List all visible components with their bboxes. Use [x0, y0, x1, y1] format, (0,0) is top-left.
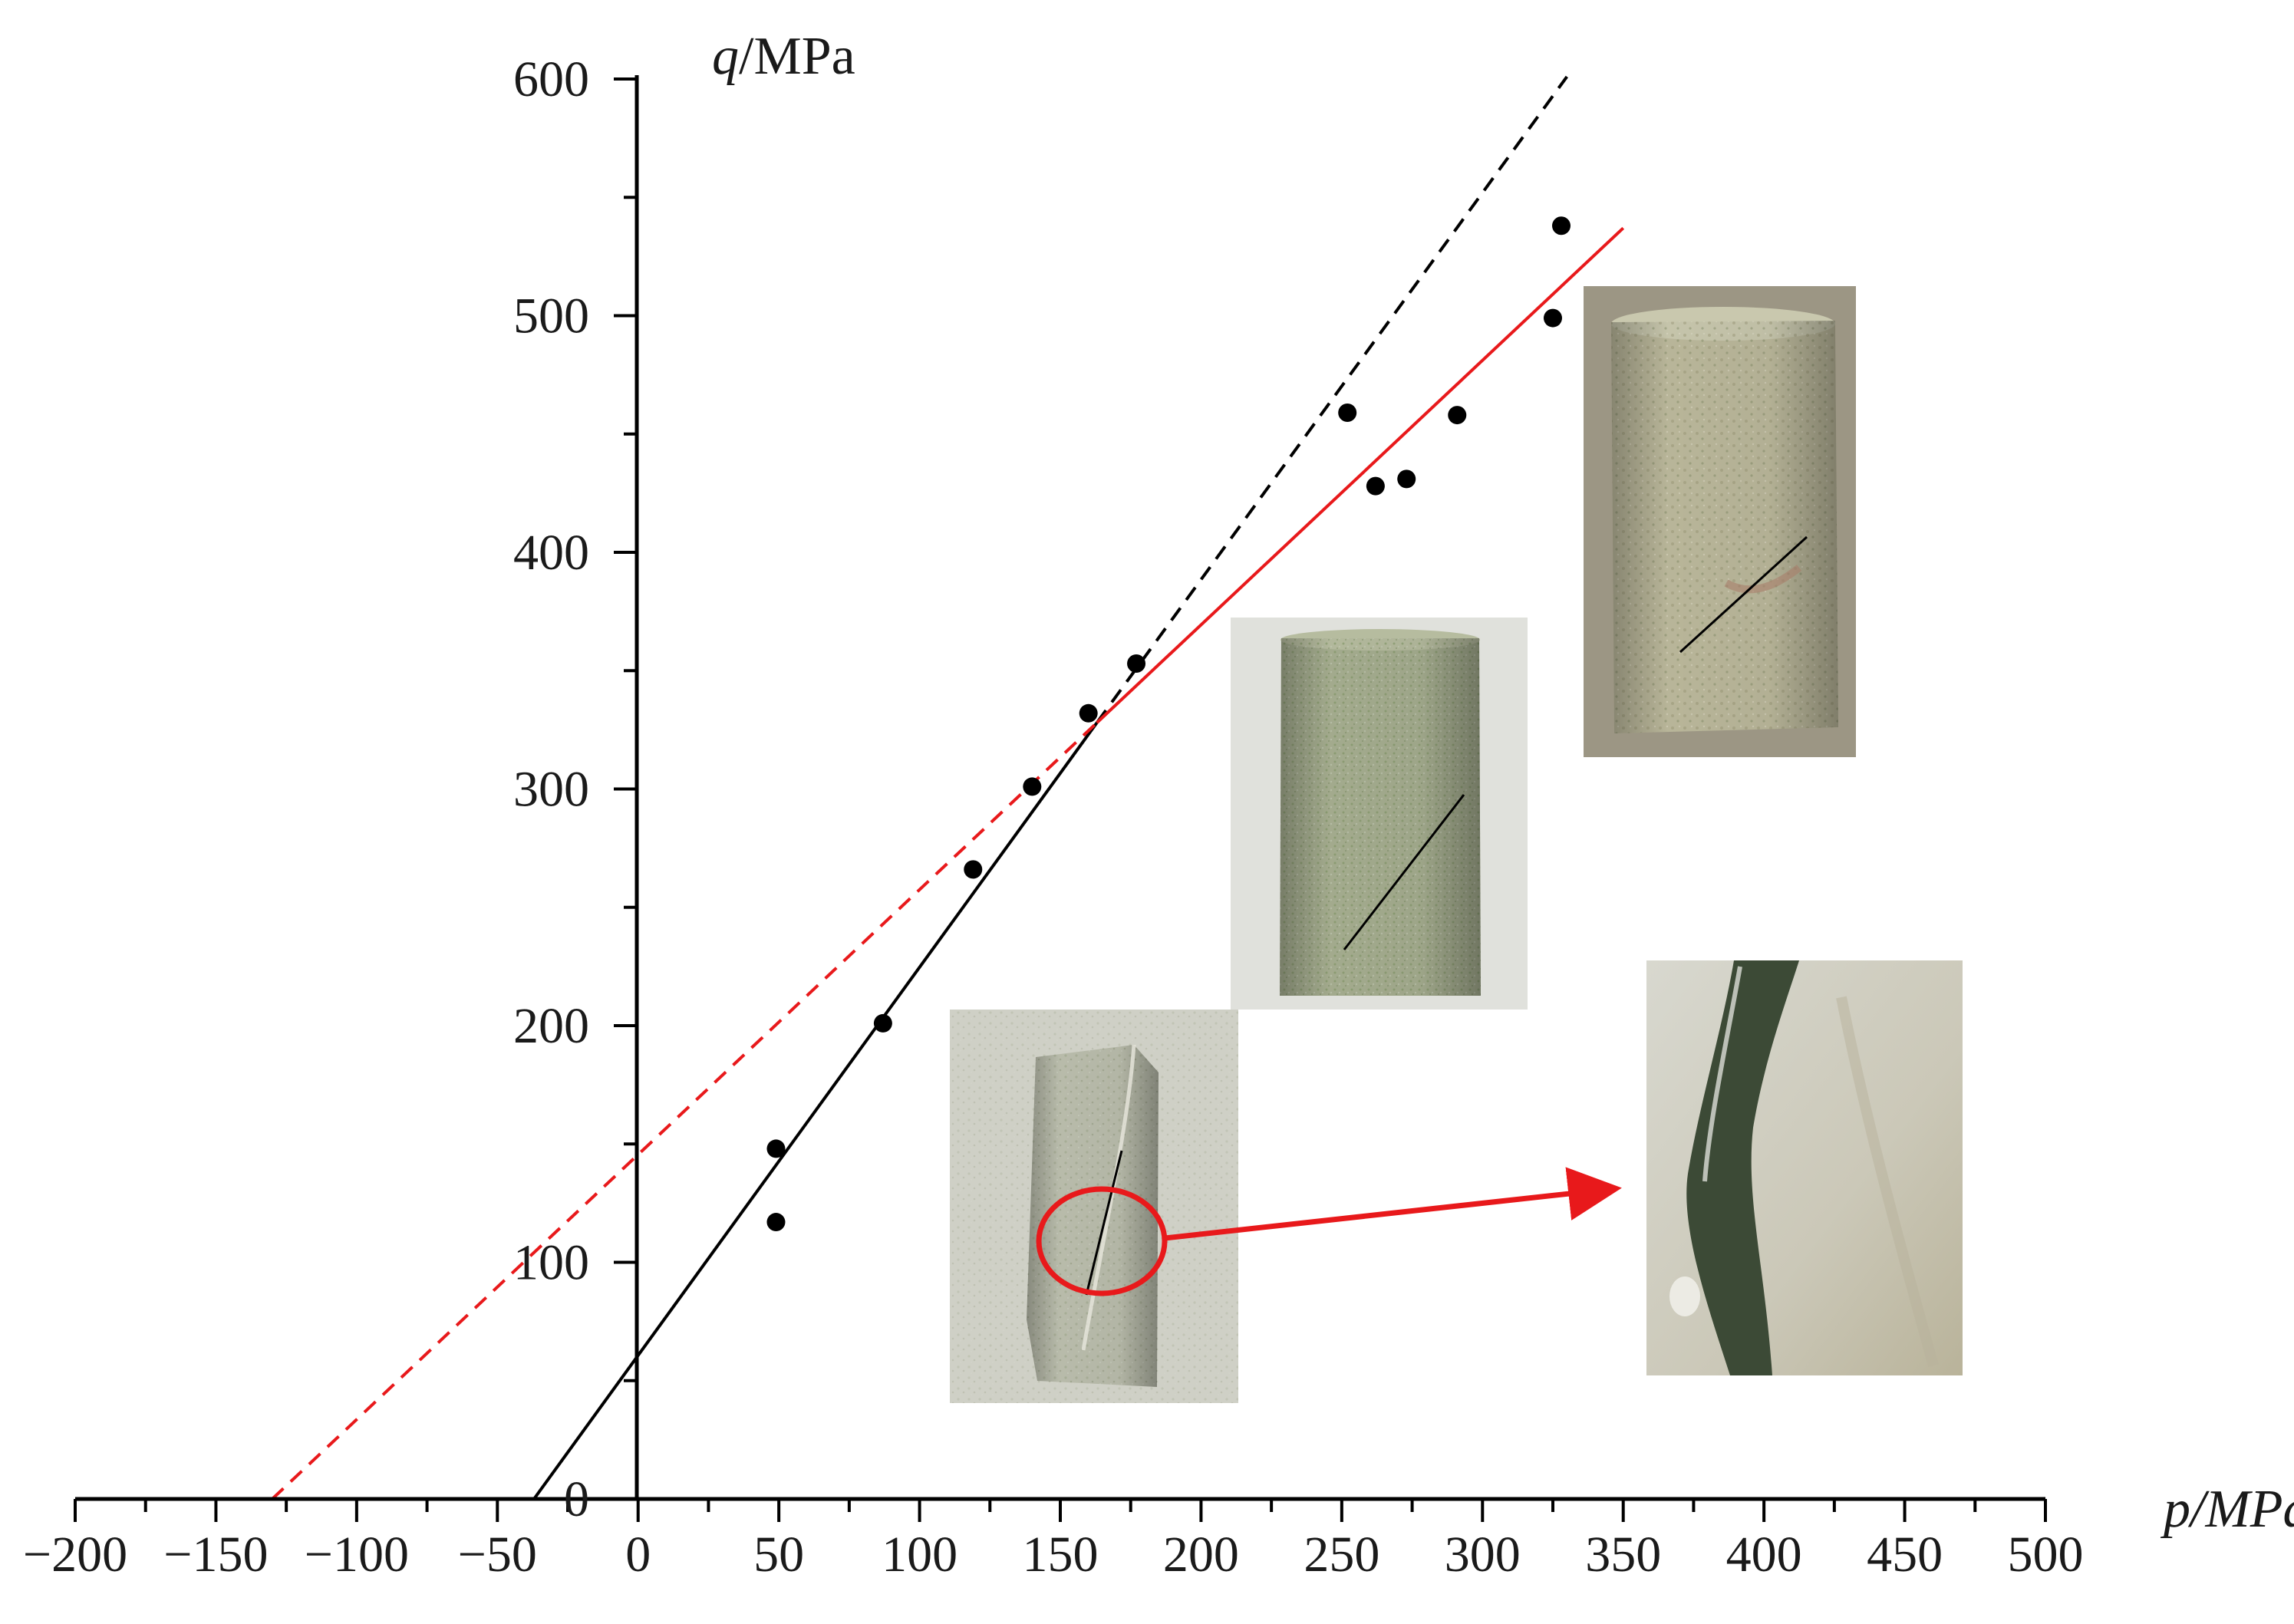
x-tick-label: 100 — [882, 1527, 957, 1583]
data-point — [1366, 476, 1385, 496]
data-point — [964, 860, 983, 879]
fit-line — [271, 721, 1099, 1500]
fit-lines — [271, 75, 1625, 1500]
x-tick-label: 200 — [1163, 1527, 1239, 1583]
y-tick-label: 500 — [513, 288, 589, 344]
y-tick-label: 0 — [564, 1471, 589, 1527]
y-axis-variable: q — [712, 27, 739, 86]
x-tick-label: 150 — [1023, 1527, 1099, 1583]
fit-line — [1096, 226, 1625, 724]
fracture-closeup-photo — [1646, 960, 1963, 1375]
callout-arrow — [1164, 1167, 1622, 1241]
x-axis-title: p/MPa — [2160, 1480, 2294, 1539]
photo-insets — [950, 286, 1963, 1403]
fit-line — [1096, 75, 1568, 724]
x-ticks: −200 −150 −100 −50 0 50 100 150 200 250 300 350 400 4… — [23, 1499, 2084, 1583]
data-point — [1552, 216, 1571, 236]
y-tick-label: 400 — [513, 525, 589, 581]
data-point — [766, 1139, 786, 1158]
fit-line — [532, 721, 1099, 1500]
y-axis-title: q/MPa — [712, 27, 855, 86]
specimen-mid-pressure-photo — [1231, 618, 1528, 1010]
x-tick-label: −100 — [305, 1527, 409, 1583]
x-tick-label: 250 — [1304, 1527, 1379, 1583]
x-axis-variable: p — [2160, 1480, 2190, 1539]
data-point — [1127, 654, 1146, 673]
x-tick-label: 50 — [753, 1527, 804, 1583]
data-point — [1338, 403, 1357, 422]
y-tick-label: 300 — [513, 762, 589, 818]
axes: −200 −150 −100 −50 0 50 100 150 200 250 300 350 400 4… — [23, 51, 2084, 1583]
x-tick-label: 350 — [1585, 1527, 1661, 1583]
x-axis-unit: /MPa — [2187, 1480, 2294, 1539]
data-point — [1397, 469, 1416, 489]
x-tick-label: 450 — [1867, 1527, 1943, 1583]
x-tick-label: −50 — [458, 1527, 537, 1583]
specimen-high-pressure-photo — [1584, 286, 1856, 757]
x-tick-label: −150 — [163, 1527, 268, 1583]
x-tick-label: 500 — [2008, 1527, 2084, 1583]
data-points — [766, 216, 1571, 1232]
y-tick-label: 200 — [513, 998, 589, 1054]
data-point — [1544, 308, 1562, 328]
x-tick-label: −200 — [23, 1527, 127, 1583]
data-point — [873, 1013, 892, 1033]
data-point — [1079, 703, 1098, 723]
y-axis-unit: /MPa — [739, 27, 855, 86]
x-tick-label: 400 — [1726, 1527, 1802, 1583]
data-point — [1448, 406, 1467, 425]
y-ticks: 0 100 200 300 400 500 600 — [513, 51, 637, 1527]
specimen-low-pressure-photo — [950, 1010, 1238, 1403]
y-tick-label: 100 — [513, 1235, 589, 1291]
x-tick-label: 300 — [1445, 1527, 1521, 1583]
y-tick-label: 600 — [513, 51, 589, 107]
data-point — [1023, 777, 1042, 796]
x-tick-label: 0 — [625, 1527, 651, 1583]
data-point — [766, 1213, 786, 1232]
